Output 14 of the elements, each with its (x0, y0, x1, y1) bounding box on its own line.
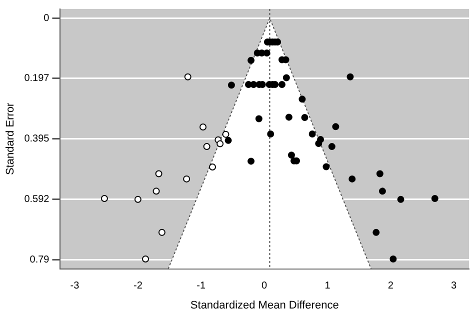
y-tick-label: 0 (44, 12, 50, 24)
x-tick-label: -2 (133, 280, 143, 292)
x-axis-title: Standardized Mean Difference (190, 299, 339, 312)
y-axis-title: Standard Error (4, 102, 17, 175)
y-tick-label: 0.79 (30, 254, 50, 266)
y-tick-label: 0.592 (24, 194, 50, 205)
x-tick-label: 0 (262, 280, 268, 292)
x-tick-label: 3 (451, 280, 458, 292)
x-tick-label: -1 (196, 280, 206, 292)
x-tick-label: 2 (388, 280, 394, 292)
y-tick-label: 0.395 (24, 134, 50, 145)
y-tick-label: 0.197 (24, 73, 50, 84)
x-tick-label: -3 (70, 280, 80, 292)
x-tick-label: 1 (324, 280, 331, 292)
